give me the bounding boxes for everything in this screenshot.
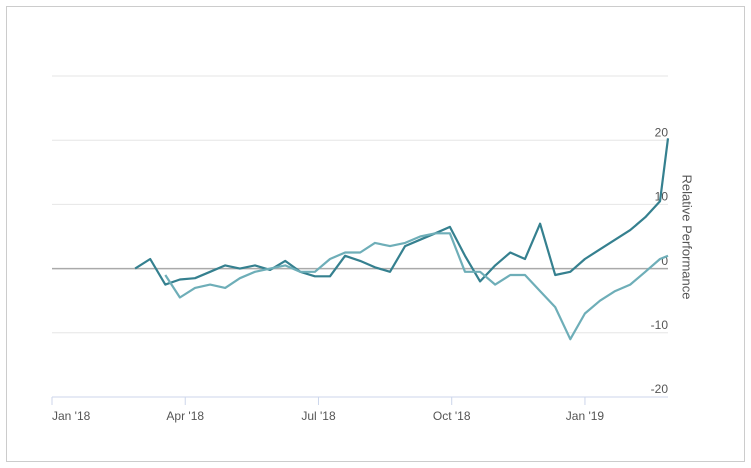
series-line: [134, 138, 670, 286]
x-tick-label: Jan '18: [52, 409, 91, 423]
y-axis-title: Relative Performance: [680, 175, 695, 300]
y-tick-label: -10: [651, 318, 669, 332]
x-tick-label: Jan '19: [566, 409, 605, 423]
y-tick-label: 20: [655, 125, 669, 139]
x-tick-label: Apr '18: [166, 409, 204, 423]
y-tick-label: -20: [651, 382, 669, 396]
x-tick-label: Oct '18: [433, 409, 471, 423]
y-tick-label: 0: [661, 254, 668, 268]
series-line: [164, 232, 669, 341]
frame: [6, 6, 745, 462]
x-tick-label: Jul '18: [301, 409, 336, 423]
